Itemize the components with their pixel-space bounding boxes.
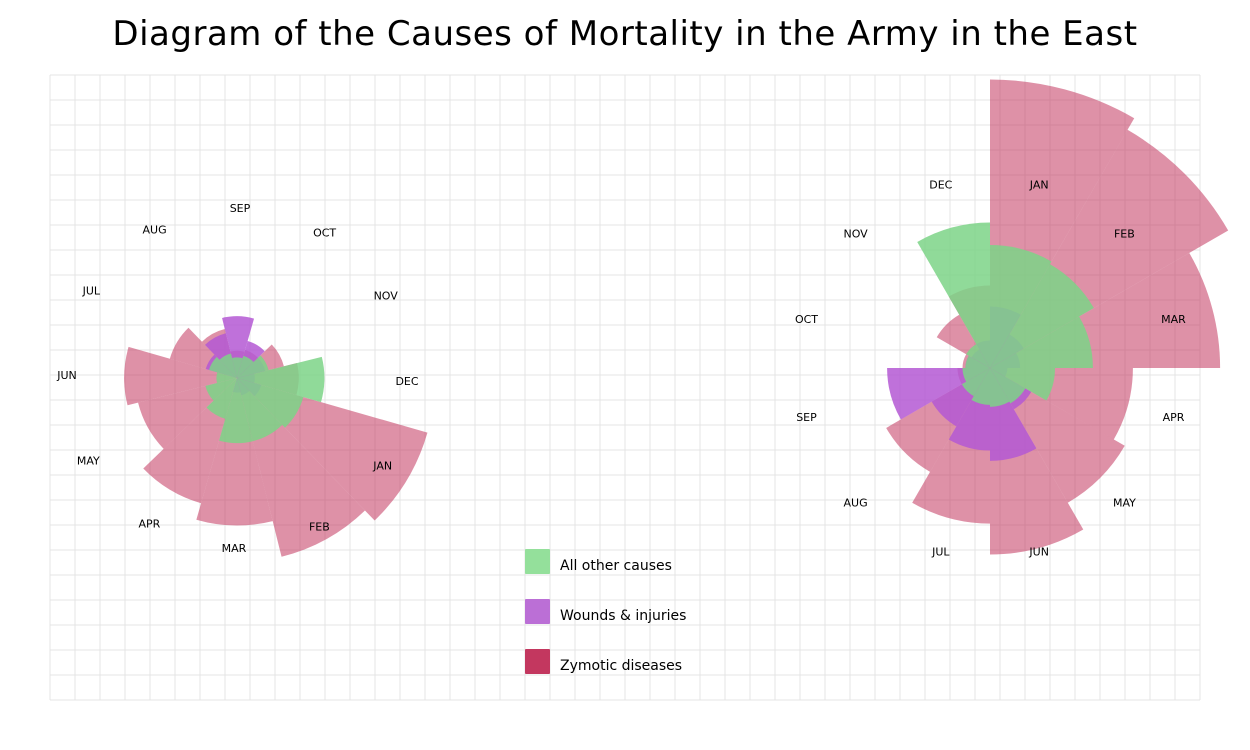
month-label-nov: NOV bbox=[843, 228, 868, 241]
wedge-zymotic-mar bbox=[196, 378, 273, 526]
wedge-wounds-sep bbox=[887, 368, 990, 420]
wedge-other-sep bbox=[232, 357, 243, 378]
legend-swatch-zymotic bbox=[525, 649, 550, 674]
month-label-apr: APR bbox=[138, 518, 160, 531]
wedge-other-jul bbox=[971, 368, 990, 405]
legend-swatch-wounds bbox=[525, 599, 550, 624]
rose-right: APR MAY JUN JUL AUG SEP OCT NOV DEC JAN FEB MAR bbox=[795, 79, 1229, 559]
month-label-dec: DEC bbox=[395, 375, 418, 388]
month-label-oct: OCT bbox=[795, 313, 818, 326]
month-label-jun: JUN bbox=[1028, 546, 1049, 559]
wedge-other-mar bbox=[219, 378, 253, 444]
wedge-other-may bbox=[205, 378, 237, 401]
month-label-oct: OCT bbox=[313, 226, 336, 239]
wedge-other-jun bbox=[216, 372, 237, 383]
wedge-other-oct bbox=[237, 355, 254, 378]
month-label-may: MAY bbox=[77, 454, 100, 467]
wedge-other-jul bbox=[209, 357, 237, 378]
wedge-other-jun bbox=[990, 368, 1010, 407]
wedge-zymotic-jun bbox=[124, 346, 237, 406]
wedge-other-feb bbox=[990, 264, 1094, 368]
month-label-mar: MAR bbox=[222, 542, 247, 555]
chart-title: Diagram of the Causes of Mortality in th… bbox=[112, 14, 1138, 54]
month-label-sep: SEP bbox=[796, 411, 817, 424]
wedge-other-dec bbox=[917, 222, 990, 368]
month-label-jan: JAN bbox=[372, 460, 392, 473]
month-label-dec: DEC bbox=[929, 179, 952, 192]
wedge-other-jan bbox=[237, 378, 304, 428]
rose-left: APR MAY JUN JUL AUG SEP OCT NOV DEC JAN FEB MAR bbox=[56, 202, 428, 557]
wedge-other-apr bbox=[990, 368, 1056, 401]
wedge-other-feb bbox=[237, 378, 283, 442]
month-label-aug: AUG bbox=[844, 496, 868, 509]
month-label-sep: SEP bbox=[230, 202, 251, 215]
legend-swatch-other bbox=[525, 549, 550, 574]
wedge-other-sep bbox=[962, 368, 990, 382]
wedge-other-mar bbox=[990, 316, 1093, 368]
month-label-feb: FEB bbox=[309, 521, 330, 534]
legend-label-wounds: Wounds & injuries bbox=[560, 608, 686, 624]
wedge-wounds-sep bbox=[222, 316, 255, 378]
month-label-feb: FEB bbox=[1114, 228, 1135, 241]
wedge-other-oct bbox=[965, 355, 990, 368]
wedge-other-nov bbox=[237, 355, 269, 378]
wedge-other-aug bbox=[961, 368, 990, 397]
month-label-jul: JUL bbox=[82, 284, 101, 297]
wedge-other-apr bbox=[206, 378, 237, 419]
wedge-other-dec bbox=[237, 356, 325, 403]
month-label-jul: JUL bbox=[931, 546, 950, 559]
wedge-other-nov bbox=[966, 344, 990, 368]
wedge-other-jan bbox=[990, 245, 1052, 368]
wedge-other-may bbox=[990, 368, 1026, 404]
legend-label-zymotic: Zymotic diseases bbox=[560, 658, 682, 674]
legend: All other causes Wounds & injuries Zymot… bbox=[525, 549, 686, 674]
month-label-nov: NOV bbox=[374, 290, 399, 303]
month-label-may: MAY bbox=[1113, 496, 1136, 509]
month-label-mar: MAR bbox=[1161, 313, 1186, 326]
legend-label-other: All other causes bbox=[560, 558, 672, 574]
month-label-jun: JUN bbox=[56, 369, 77, 382]
month-label-jan: JAN bbox=[1029, 179, 1049, 192]
wedge-other-aug bbox=[219, 353, 237, 378]
month-label-apr: APR bbox=[1163, 411, 1185, 424]
month-label-aug: AUG bbox=[143, 223, 167, 236]
